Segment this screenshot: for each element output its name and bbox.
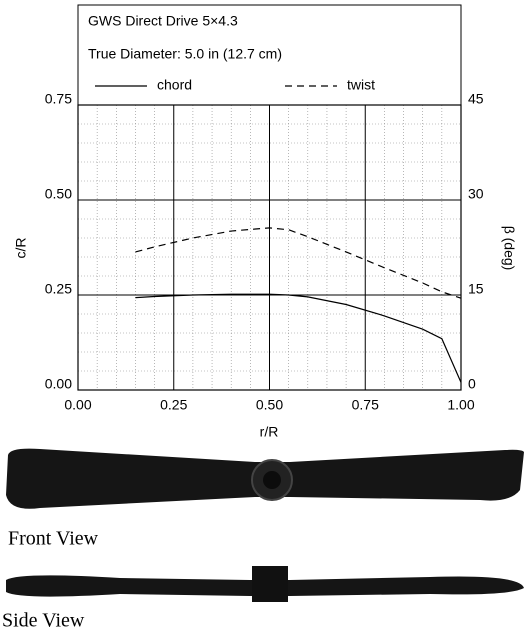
legend-label: twist bbox=[347, 77, 375, 93]
series-line bbox=[135, 227, 462, 299]
front-view-label: Front View bbox=[8, 528, 99, 550]
y-tick-label: 0.00 bbox=[45, 376, 72, 392]
y2-axis-label: β (deg) bbox=[501, 226, 517, 271]
y2-tick-label: 15 bbox=[468, 281, 484, 297]
y-tick-label: 0.75 bbox=[45, 91, 72, 107]
x-tick-label: 1.00 bbox=[447, 397, 474, 413]
x-tick-label: 0.00 bbox=[64, 397, 91, 413]
y2-tick-label: 45 bbox=[468, 91, 484, 107]
side-view-label: Side View bbox=[2, 610, 85, 632]
chart-subtitle: True Diameter: 5.0 in (12.7 cm) bbox=[88, 46, 282, 62]
chart-title: GWS Direct Drive 5×4.3 bbox=[88, 13, 238, 29]
x-axis-label: r/R bbox=[260, 424, 279, 440]
plot-frame bbox=[77, 104, 462, 391]
y-tick-label: 0.50 bbox=[45, 186, 72, 202]
series-line bbox=[135, 293, 462, 383]
y2-tick-label: 0 bbox=[468, 376, 476, 392]
y-tick-label: 0.25 bbox=[45, 281, 72, 297]
x-tick-label: 0.75 bbox=[352, 397, 379, 413]
x-tick-label: 0.25 bbox=[160, 397, 187, 413]
front-view-image bbox=[6, 448, 524, 509]
side-view-image bbox=[6, 566, 524, 602]
x-tick-label: 0.50 bbox=[256, 397, 283, 413]
y2-tick-label: 30 bbox=[468, 186, 484, 202]
legend-label: chord bbox=[157, 77, 192, 93]
y-axis-label: c/R bbox=[13, 238, 29, 259]
